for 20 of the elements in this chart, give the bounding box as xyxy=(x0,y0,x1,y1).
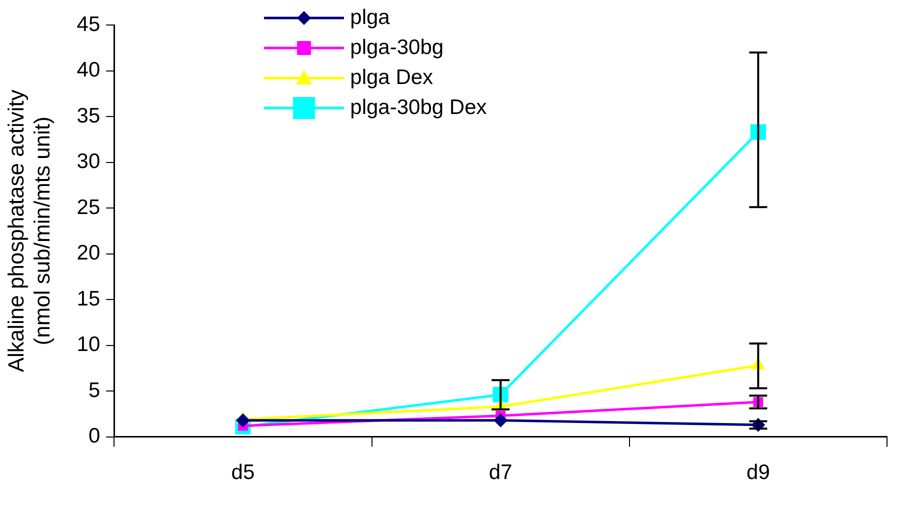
legend-label: plga Dex xyxy=(350,66,434,90)
y-axis-title: Alkaline phosphatase activity (nmol sub/min/mts unit) xyxy=(3,90,55,372)
y-tick-label: 15 xyxy=(76,287,100,310)
y-tick-label: 30 xyxy=(76,150,100,174)
legend-label: plga xyxy=(350,6,390,30)
x-tick-label: d7 xyxy=(488,461,512,484)
x-tick-label: d5 xyxy=(231,461,255,484)
y-tick-label: 10 xyxy=(76,333,100,356)
y-tick-label: 25 xyxy=(76,196,100,219)
x-tick-label: d9 xyxy=(746,461,770,484)
point xyxy=(494,413,508,428)
y-tick-label: 0 xyxy=(88,424,100,448)
y-tick-label: 5 xyxy=(88,378,100,402)
y-tick-label: 45 xyxy=(76,12,100,36)
legend-label: plga-30bg Dex xyxy=(350,96,487,120)
y-tick-label: 40 xyxy=(76,58,100,82)
legend-label: plga-30bg xyxy=(350,36,444,60)
point xyxy=(236,413,250,428)
y-tick-label: 20 xyxy=(76,242,100,265)
y-tick-label: 35 xyxy=(76,104,100,128)
